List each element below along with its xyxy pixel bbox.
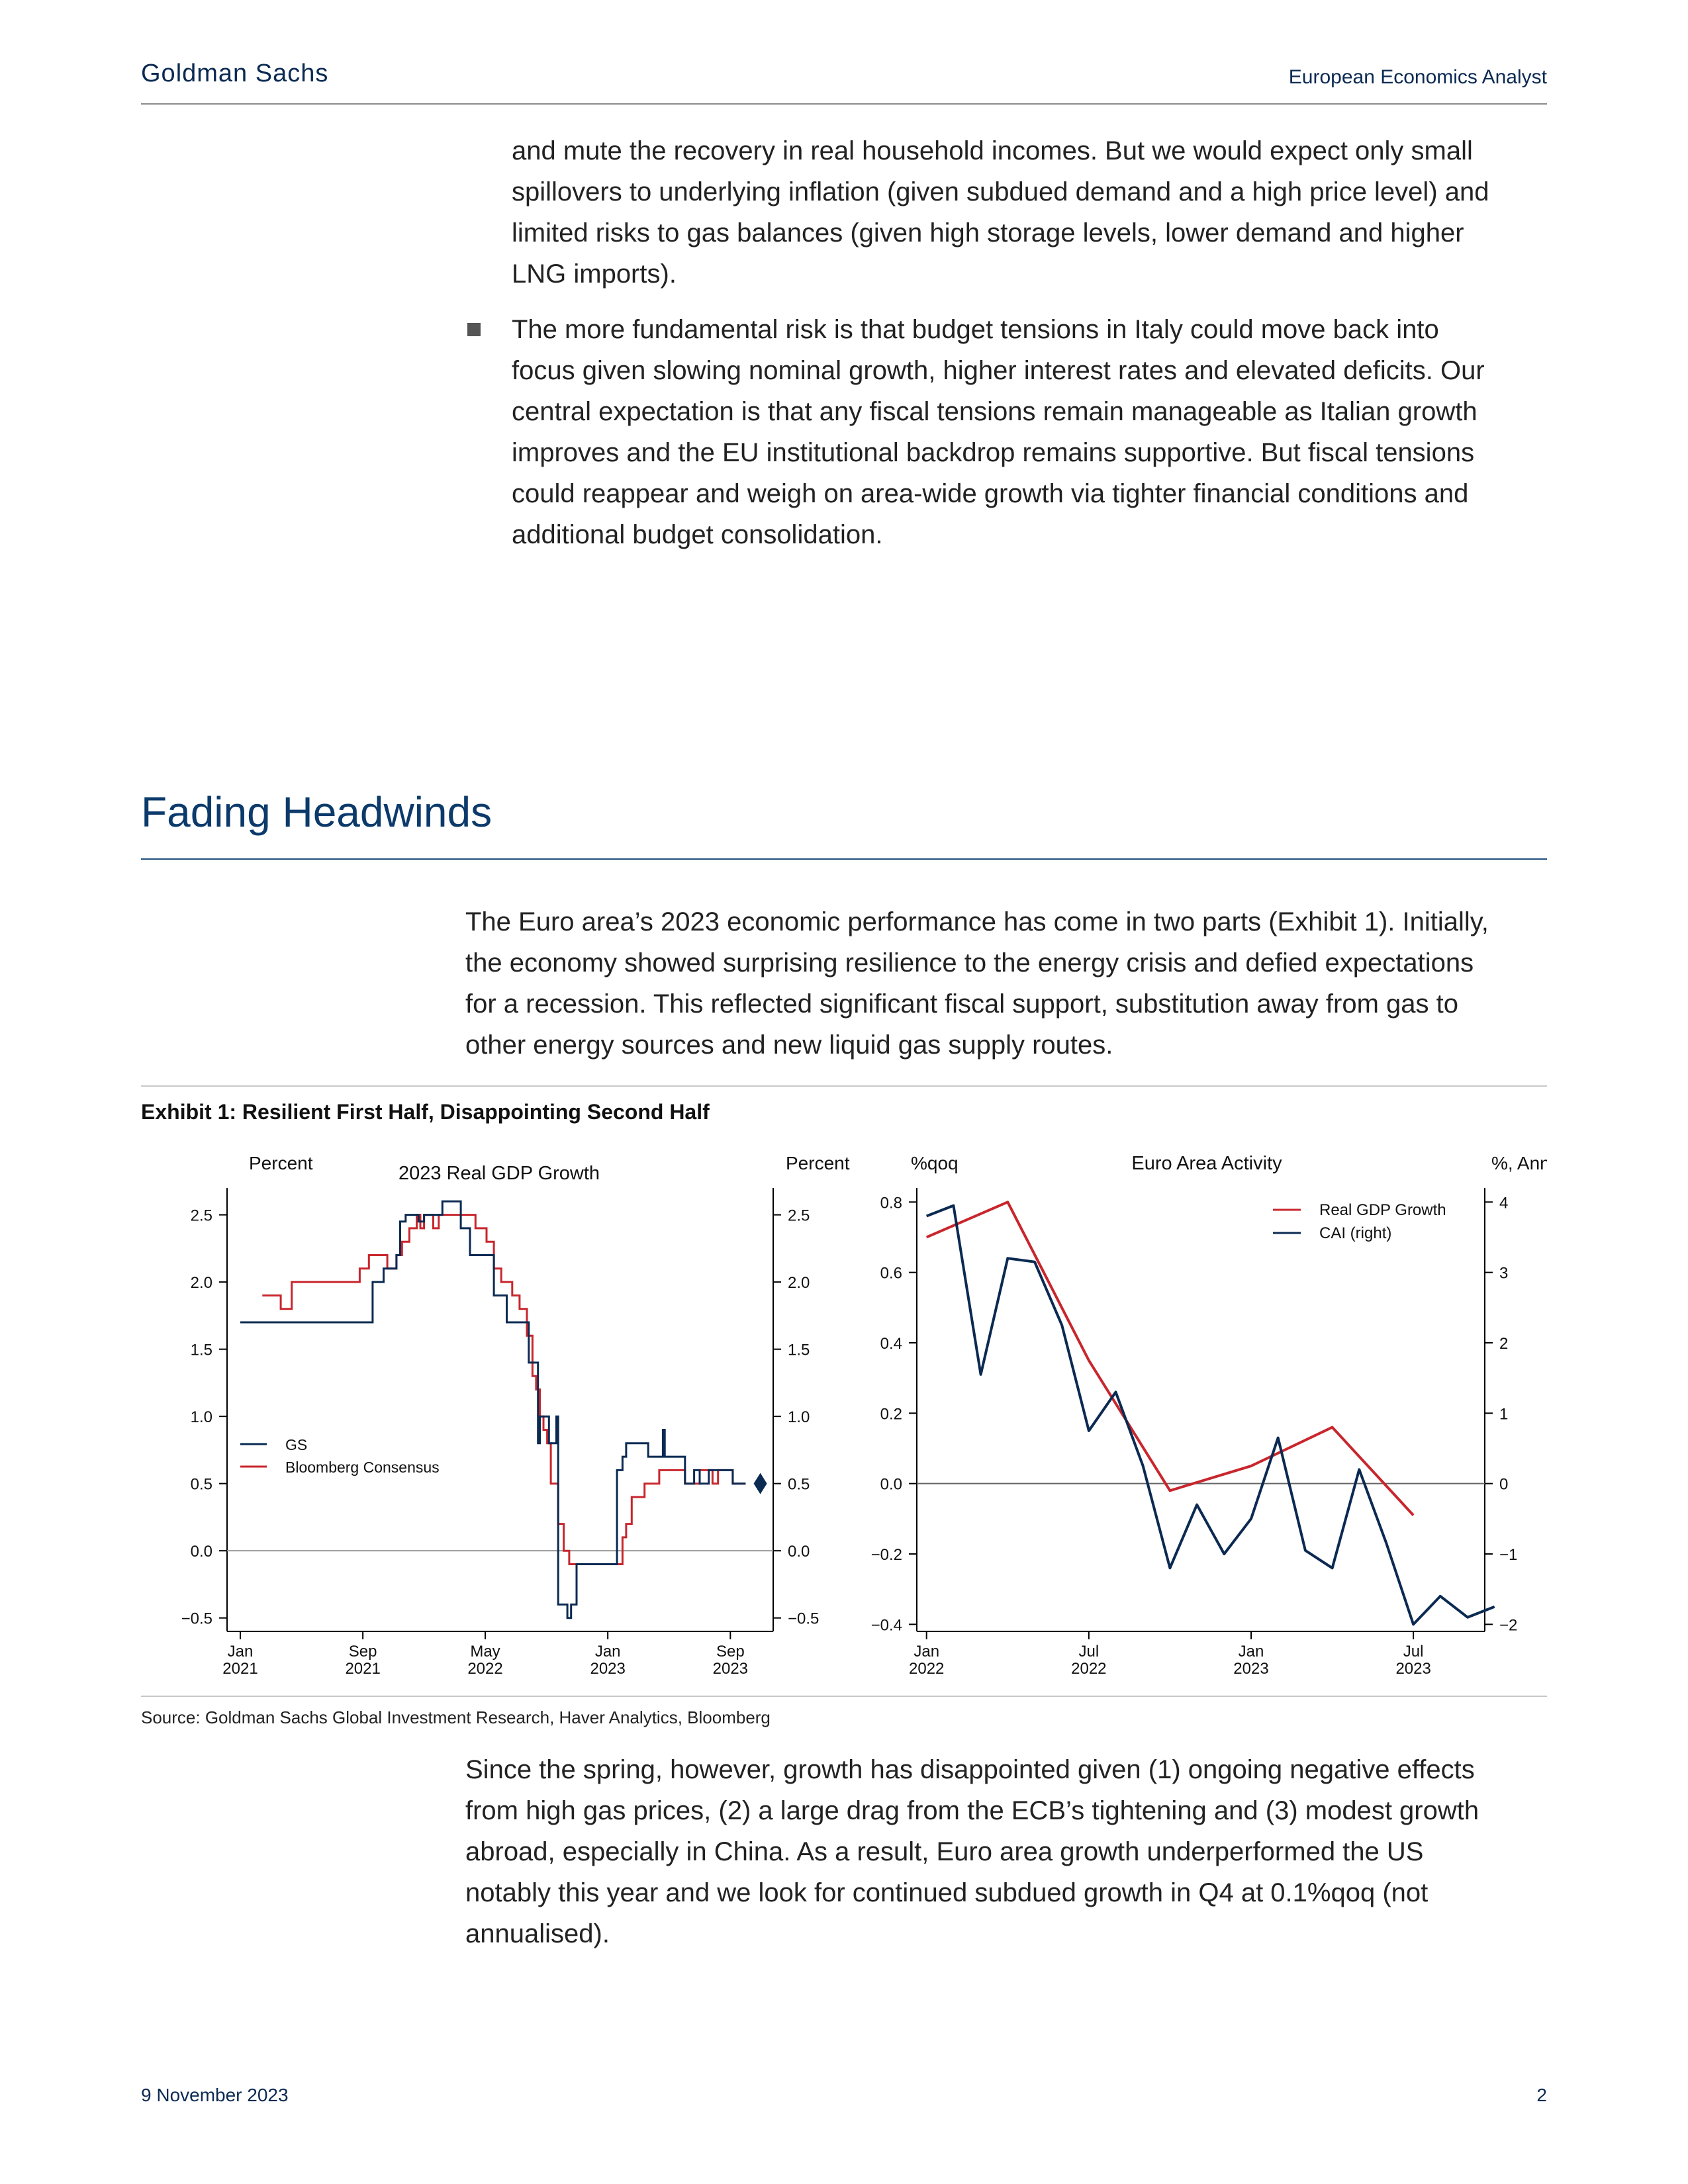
xtick-label-month: Jul — [1403, 1643, 1424, 1661]
brand-name: Goldman Sachs — [141, 60, 329, 87]
xtick-label-month: Jul — [1079, 1643, 1100, 1661]
footer-page-number: 2 — [1536, 2085, 1547, 2105]
left-ytick-label: 0.4 — [880, 1335, 902, 1353]
text-line: Since the spring, however, growth has di… — [465, 1755, 1475, 1784]
right-ytick-label: −2 — [1499, 1616, 1517, 1634]
left-chart-title: 2023 Real GDP Growth — [399, 1163, 600, 1184]
xtick-label-month: Jan — [1239, 1643, 1264, 1661]
xtick-label-month: Sep — [349, 1643, 377, 1661]
right-chart-title: Euro Area Activity — [1131, 1153, 1282, 1174]
intro-paragraph: and mute the recovery in real household … — [512, 130, 1489, 295]
text-line: from high gas prices, (2) a large drag f… — [465, 1796, 1479, 1825]
text-line: abroad, especially in China. As a result… — [465, 1837, 1424, 1866]
text-line: could reappear and weigh on area-wide gr… — [512, 479, 1469, 508]
left-ytick-label: −0.2 — [871, 1546, 902, 1564]
text-line: LNG imports). — [512, 259, 677, 289]
section-rule — [141, 858, 1547, 860]
right-ytick-label: 2.5 — [788, 1207, 810, 1225]
xtick-label-month: Jan — [228, 1643, 254, 1661]
right-ytick-label: −0.5 — [788, 1610, 819, 1628]
xtick-label-month: Jan — [595, 1643, 621, 1661]
right-ytick-label: 1.5 — [788, 1342, 810, 1359]
right-ytick-label: 2 — [1499, 1335, 1508, 1353]
series-line-cai-right — [925, 1204, 1495, 1626]
left-ytick-label: 0.5 — [191, 1476, 212, 1494]
text-line: spillovers to underlying inflation (give… — [512, 177, 1489, 206]
right-ytick-label: 3 — [1499, 1265, 1508, 1283]
right-chart: %qoq Euro Area Activity %, Annual Rate 0… — [871, 1153, 1547, 1678]
right-legend-cai-label: CAI (right) — [1319, 1224, 1391, 1242]
left-ytick-label: 1.0 — [191, 1408, 212, 1426]
left-ytick-label: 0.6 — [880, 1265, 902, 1283]
xtick-label-year: 2023 — [1233, 1660, 1268, 1678]
xtick-label-year: 2023 — [1395, 1660, 1430, 1678]
left-legend-gs-label: GS — [285, 1436, 307, 1453]
right-ytick-label: 4 — [1499, 1194, 1508, 1212]
text-line: central expectation is that any fiscal t… — [512, 397, 1477, 426]
left-chart-ylabel-left: Percent — [249, 1153, 313, 1173]
left-chart: Percent 2023 Real GDP Growth Percent 2.5… — [181, 1153, 850, 1678]
text-line: and mute the recovery in real household … — [512, 136, 1473, 165]
right-chart-ylabel-left: %qoq — [911, 1153, 959, 1173]
text-line: for a recession. This reflected signific… — [465, 989, 1458, 1019]
section-paragraph-1: The Euro area’s 2023 economic performanc… — [465, 901, 1489, 1066]
series-line-gs — [240, 1200, 746, 1619]
left-ytick-label: 0.0 — [191, 1543, 212, 1561]
xtick-label-year: 2022 — [909, 1660, 944, 1678]
right-ytick-label: 1.0 — [788, 1408, 810, 1426]
bullet-square-icon — [467, 323, 481, 336]
left-ytick-label: 2.0 — [191, 1274, 212, 1292]
right-ytick-label: 1 — [1499, 1405, 1508, 1423]
xtick-label-year: 2021 — [222, 1660, 258, 1678]
left-ytick-label: 0.8 — [880, 1194, 902, 1212]
section-title: Fading Headwinds — [141, 788, 492, 836]
text-line: annualised). — [465, 1919, 610, 1948]
text-line: improves and the EU institutional backdr… — [512, 438, 1475, 467]
header-rule — [141, 103, 1547, 105]
text-line: notably this year and we look for contin… — [465, 1878, 1429, 1907]
text-line: limited risks to gas balances (given hig… — [512, 218, 1464, 248]
left-ytick-label: 0.2 — [880, 1405, 902, 1423]
section-paragraph-2: Since the spring, however, growth has di… — [465, 1749, 1479, 1954]
source-note: Source: Goldman Sachs Global Investment … — [141, 1707, 771, 1727]
series-line-bloomberg-consensus — [262, 1214, 746, 1565]
left-ytick-label: −0.5 — [181, 1610, 212, 1628]
footer-date: 9 November 2023 — [141, 2085, 289, 2105]
text-line: focus given slowing nominal growth, high… — [512, 356, 1485, 385]
xtick-label-month: Jan — [914, 1643, 939, 1661]
left-ytick-label: 0.0 — [880, 1476, 902, 1494]
xtick-label-year: 2023 — [713, 1660, 748, 1678]
xtick-label-year: 2023 — [590, 1660, 625, 1678]
text-line: the economy showed surprising resilience… — [465, 948, 1474, 978]
xtick-label-year: 2021 — [345, 1660, 380, 1678]
text-line: The Euro area’s 2023 economic performanc… — [465, 907, 1489, 936]
left-ytick-label: 1.5 — [191, 1342, 212, 1359]
xtick-label-year: 2022 — [1071, 1660, 1106, 1678]
bullet-paragraph: The more fundamental risk is that budget… — [512, 309, 1485, 555]
exhibit-charts: Percent 2023 Real GDP Growth Percent 2.5… — [181, 1153, 1547, 1678]
text-line: other energy sources and new liquid gas … — [465, 1030, 1113, 1060]
left-legend-consensus-label: Bloomberg Consensus — [285, 1459, 440, 1476]
publication-title: European Economics Analyst — [1288, 66, 1547, 88]
left-chart-ylabel-right: Percent — [786, 1153, 850, 1173]
right-ytick-label: 0.0 — [788, 1543, 810, 1561]
right-legend-gdp-label: Real GDP Growth — [1319, 1201, 1446, 1219]
right-chart-ylabel-right: %, Annual Rate — [1491, 1153, 1547, 1173]
left-ytick-label: 2.5 — [191, 1207, 212, 1225]
right-ytick-label: −1 — [1499, 1546, 1517, 1564]
exhibit-top-rule — [141, 1085, 1547, 1087]
exhibit-bottom-rule — [141, 1696, 1547, 1697]
xtick-label-year: 2022 — [467, 1660, 502, 1678]
right-ytick-label: 0 — [1499, 1476, 1508, 1494]
text-line: additional budget consolidation. — [512, 520, 883, 549]
forecast-diamond-marker — [753, 1473, 767, 1494]
text-line: The more fundamental risk is that budget… — [512, 315, 1439, 344]
right-ytick-label: 0.5 — [788, 1476, 810, 1494]
series-line-real-gdp-growth — [925, 1201, 1415, 1516]
exhibit-title: Exhibit 1: Resilient First Half, Disappo… — [141, 1100, 710, 1124]
xtick-label-month: Sep — [716, 1643, 745, 1661]
left-ytick-label: −0.4 — [871, 1616, 902, 1634]
right-ytick-label: 2.0 — [788, 1274, 810, 1292]
xtick-label-month: May — [470, 1643, 500, 1661]
